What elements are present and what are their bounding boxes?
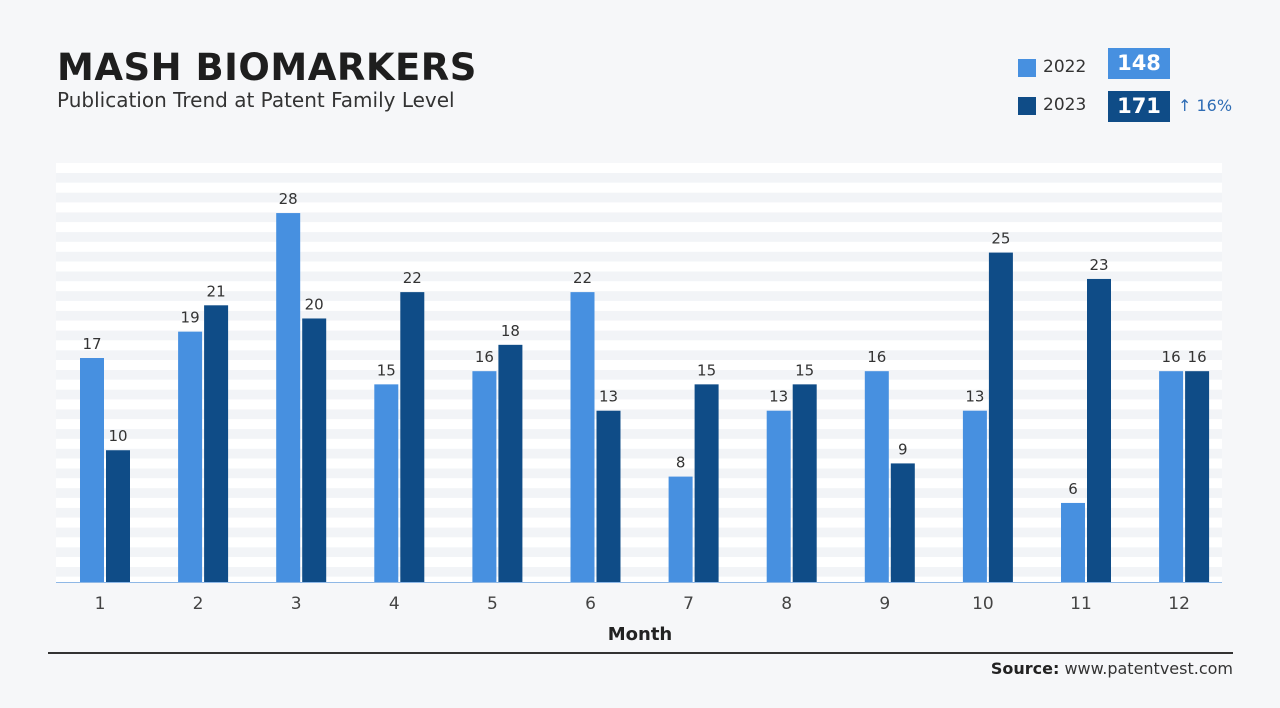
bar-2023-12 xyxy=(1185,371,1209,582)
x-tick-label-8: 8 xyxy=(781,594,792,614)
data-label-2022-10: 13 xyxy=(965,388,984,406)
source-value: www.patentvest.com xyxy=(1064,659,1233,678)
bar-2022-12 xyxy=(1159,371,1183,582)
grid-stripe xyxy=(56,360,1222,370)
grid-stripe xyxy=(56,380,1222,390)
bar-2022-2 xyxy=(178,332,202,582)
grid-stripe xyxy=(56,419,1222,429)
x-tick-label-6: 6 xyxy=(585,594,596,614)
data-label-2023-1: 10 xyxy=(108,427,127,445)
bar-chart: 1710119212282031522416185221368157131581… xyxy=(0,0,1280,708)
data-label-2023-12: 16 xyxy=(1188,348,1207,366)
bar-2022-1 xyxy=(80,358,104,582)
bar-2022-8 xyxy=(767,411,791,582)
bar-2023-3 xyxy=(302,318,326,582)
x-tick-label-10: 10 xyxy=(972,594,994,614)
x-tick-label-1: 1 xyxy=(95,594,106,614)
data-label-2023-5: 18 xyxy=(501,322,520,340)
bar-2022-6 xyxy=(571,292,595,582)
grid-stripe xyxy=(56,537,1222,547)
bar-2023-5 xyxy=(498,345,522,582)
x-tick-label-9: 9 xyxy=(879,594,890,614)
grid-stripe xyxy=(56,163,1222,173)
bar-2022-9 xyxy=(865,371,889,582)
data-label-2022-11: 6 xyxy=(1068,480,1078,498)
bar-2023-6 xyxy=(597,411,621,582)
data-label-2023-9: 9 xyxy=(898,440,908,458)
data-label-2022-9: 16 xyxy=(867,348,886,366)
bar-2022-4 xyxy=(374,384,398,582)
bar-2022-3 xyxy=(276,213,300,582)
data-label-2023-10: 25 xyxy=(991,230,1010,248)
grid-stripe xyxy=(56,242,1222,252)
data-label-2022-3: 28 xyxy=(279,190,298,208)
footer-divider xyxy=(48,652,1233,654)
bar-2022-5 xyxy=(472,371,496,582)
data-label-2023-7: 15 xyxy=(697,361,716,379)
bar-2023-4 xyxy=(400,292,424,582)
x-tick-label-12: 12 xyxy=(1168,594,1190,614)
data-label-2023-11: 23 xyxy=(1089,256,1108,274)
data-label-2023-8: 15 xyxy=(795,361,814,379)
grid-stripe xyxy=(56,478,1222,488)
data-label-2023-2: 21 xyxy=(207,282,226,300)
grid-stripe xyxy=(56,183,1222,193)
grid-stripe xyxy=(56,281,1222,291)
grid-stripe xyxy=(56,399,1222,409)
grid-stripe xyxy=(56,301,1222,311)
grid-stripe xyxy=(56,557,1222,567)
bar-2023-2 xyxy=(204,305,228,582)
data-label-2023-3: 20 xyxy=(305,295,324,313)
x-tick-label-11: 11 xyxy=(1070,594,1092,614)
grid-stripe xyxy=(56,202,1222,212)
grid-stripe xyxy=(56,321,1222,331)
data-label-2023-6: 13 xyxy=(599,388,618,406)
grid-stripe xyxy=(56,498,1222,508)
source-credit: Source: www.patentvest.com xyxy=(991,659,1233,678)
data-label-2022-5: 16 xyxy=(475,348,494,366)
grid-stripe xyxy=(56,262,1222,272)
x-tick-label-4: 4 xyxy=(389,594,400,614)
data-label-2022-4: 15 xyxy=(377,361,396,379)
bar-2023-10 xyxy=(989,253,1013,582)
bar-2023-11 xyxy=(1087,279,1111,582)
x-tick-label-3: 3 xyxy=(291,594,302,614)
bar-2023-1 xyxy=(106,450,130,582)
x-tick-label-2: 2 xyxy=(193,594,204,614)
bar-2022-10 xyxy=(963,411,987,582)
data-label-2022-6: 22 xyxy=(573,269,592,287)
bar-2023-7 xyxy=(695,384,719,582)
bar-2022-7 xyxy=(669,477,693,582)
grid-stripe xyxy=(56,340,1222,350)
x-tick-label-5: 5 xyxy=(487,594,498,614)
bar-2023-9 xyxy=(891,463,915,582)
data-label-2022-8: 13 xyxy=(769,388,788,406)
source-label: Source: xyxy=(991,659,1060,678)
data-label-2023-4: 22 xyxy=(403,269,422,287)
grid-stripe xyxy=(56,577,1222,582)
x-axis-label: Month xyxy=(0,624,1280,645)
grid-stripe xyxy=(56,439,1222,449)
x-tick-label-7: 7 xyxy=(683,594,694,614)
data-label-2022-12: 16 xyxy=(1162,348,1181,366)
data-label-2022-2: 19 xyxy=(181,309,200,327)
grid-stripe xyxy=(56,222,1222,232)
grid-stripe xyxy=(56,459,1222,469)
bar-2022-11 xyxy=(1061,503,1085,582)
data-label-2022-7: 8 xyxy=(676,454,686,472)
data-label-2022-1: 17 xyxy=(82,335,101,353)
grid-stripe xyxy=(56,518,1222,528)
bar-2023-8 xyxy=(793,384,817,582)
